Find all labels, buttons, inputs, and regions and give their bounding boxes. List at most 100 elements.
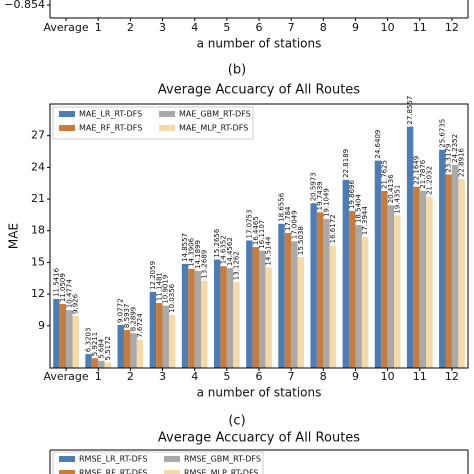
x-tick-label: 6 bbox=[256, 370, 263, 383]
legend-box bbox=[52, 451, 264, 474]
x-tick-label: 10 bbox=[381, 21, 395, 34]
value-label: 22.1649 bbox=[413, 156, 421, 185]
y-tick-label: 27 bbox=[31, 129, 45, 142]
x-tick-label: 8 bbox=[320, 370, 327, 383]
bar bbox=[445, 174, 452, 368]
chart-title: Average Accuarcy of All Routes bbox=[158, 431, 360, 446]
x-tick-label: 12 bbox=[445, 21, 459, 34]
bar bbox=[130, 333, 137, 368]
bar bbox=[181, 263, 189, 368]
x-axis-label: a number of stations bbox=[197, 386, 322, 400]
value-label: 25.6735 bbox=[438, 119, 446, 148]
bar bbox=[361, 237, 369, 368]
x-tick-label: 6 bbox=[256, 21, 263, 34]
legend-label: RMSE_RF_RT-DFS bbox=[79, 469, 147, 474]
bar bbox=[104, 362, 112, 368]
value-label: 22.8189 bbox=[342, 149, 350, 178]
bar bbox=[201, 280, 208, 368]
legend-swatch bbox=[164, 456, 180, 462]
x-tick-label: 1 bbox=[95, 370, 102, 383]
bar bbox=[323, 219, 330, 368]
legend-swatch bbox=[159, 125, 175, 131]
value-label: 16.6172 bbox=[329, 214, 337, 243]
value-label: 17.3944 bbox=[361, 206, 369, 235]
value-label: 5.684 bbox=[97, 338, 105, 359]
legend-label: MAE_GBM_RT-DFS bbox=[179, 110, 251, 119]
axis-frame bbox=[49, 103, 469, 369]
bar bbox=[66, 310, 73, 368]
x-tick-label: 9 bbox=[352, 21, 359, 34]
value-label: 13.1262 bbox=[232, 251, 240, 280]
bar bbox=[413, 186, 420, 368]
bar bbox=[136, 339, 144, 368]
x-tick-label: 12 bbox=[445, 370, 459, 383]
value-label: 5.5172 bbox=[104, 336, 112, 361]
value-label: 24.6409 bbox=[374, 130, 382, 159]
bar bbox=[72, 315, 79, 368]
bar bbox=[259, 250, 266, 368]
value-label: 10.9019 bbox=[162, 275, 170, 304]
x-tick-label: 4 bbox=[191, 370, 198, 383]
bar bbox=[59, 304, 67, 368]
value-label: 14.5144 bbox=[265, 236, 273, 265]
x-tick-label: 2 bbox=[127, 21, 134, 34]
value-label: 13.2689 bbox=[200, 250, 208, 279]
bar bbox=[194, 270, 202, 368]
value-label: 27.8557 bbox=[406, 96, 414, 125]
value-label: 21.2032 bbox=[425, 166, 433, 195]
y-tick-label: 15 bbox=[31, 255, 45, 268]
x-tick-label: 9 bbox=[352, 370, 359, 383]
x-tick-label: 3 bbox=[159, 370, 166, 383]
value-label: 10.4774 bbox=[65, 279, 73, 308]
value-label: 14.1899 bbox=[194, 240, 202, 269]
value-label: 19.8696 bbox=[348, 179, 356, 208]
x-tick-label: 7 bbox=[288, 370, 295, 383]
value-label: 8.5937 bbox=[123, 304, 131, 329]
bar bbox=[310, 203, 317, 368]
x-tick-label: 11 bbox=[413, 21, 427, 34]
value-label: 14.6352 bbox=[220, 235, 228, 264]
bar bbox=[387, 205, 395, 368]
value-label: 19.1049 bbox=[323, 188, 331, 217]
bar bbox=[419, 190, 427, 368]
value-label: 10.0356 bbox=[168, 283, 176, 312]
value-label: 14.3906 bbox=[187, 237, 195, 266]
legend-label: RMSE_GBM_RT-DFS bbox=[184, 455, 261, 464]
bar bbox=[188, 268, 195, 368]
value-label: 14.8557 bbox=[181, 233, 189, 262]
caption: (c) bbox=[228, 414, 245, 429]
bar bbox=[213, 259, 221, 368]
value-label: 15.2656 bbox=[213, 228, 221, 257]
bar bbox=[265, 267, 272, 368]
bar bbox=[168, 314, 176, 368]
bar bbox=[252, 247, 259, 368]
bar bbox=[233, 282, 240, 368]
bar bbox=[117, 324, 124, 368]
bar bbox=[123, 330, 131, 368]
value-label: 19.7439 bbox=[316, 181, 324, 210]
bar bbox=[297, 257, 305, 368]
y-tick-label: 9 bbox=[38, 319, 45, 332]
bar bbox=[381, 190, 388, 368]
value-label: 21.7876 bbox=[419, 159, 427, 188]
legend-swatch bbox=[59, 111, 75, 117]
x-tick-label: Average bbox=[43, 21, 88, 34]
bar bbox=[374, 160, 382, 368]
bar bbox=[291, 241, 298, 368]
value-label: 21.7625 bbox=[380, 160, 388, 189]
x-tick-label: 10 bbox=[381, 370, 395, 383]
bar bbox=[53, 298, 60, 368]
legend-box bbox=[52, 106, 254, 140]
bar bbox=[426, 196, 433, 368]
x-tick-label: 5 bbox=[223, 370, 230, 383]
value-label: 11.1481 bbox=[155, 272, 163, 301]
bar bbox=[156, 303, 163, 368]
value-label: 12.2059 bbox=[149, 261, 157, 290]
value-label: 18.6556 bbox=[278, 192, 286, 221]
bar bbox=[406, 126, 414, 369]
value-label: 17.784 bbox=[284, 206, 292, 231]
legend-label: MAE_MLP_RT-DFS bbox=[179, 124, 248, 133]
x-axis-label: a number of stations bbox=[197, 37, 322, 51]
x-tick-label: Average bbox=[43, 370, 88, 383]
